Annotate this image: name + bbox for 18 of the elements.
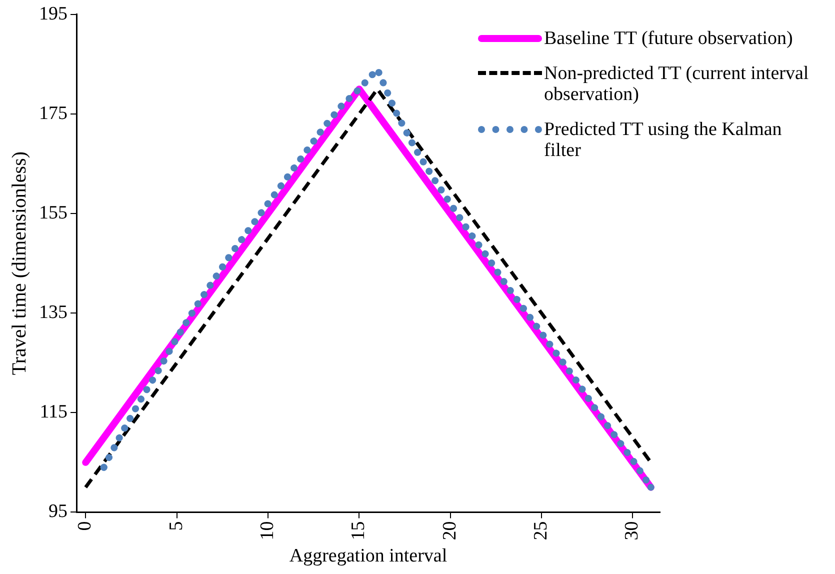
y-tick-label: 195 <box>39 3 68 24</box>
legend-label: Non-predicted TT (current interval observation) <box>544 63 810 105</box>
legend-label: Predicted TT using the Kalman filter <box>544 119 783 161</box>
x-axis-title: Aggregation interval <box>289 546 448 567</box>
y-tick-label: 115 <box>40 402 68 423</box>
legend-label: Baseline TT (future observation) <box>544 28 793 49</box>
x-tick-label: 30 <box>622 521 643 540</box>
y-tick-label: 95 <box>48 501 68 522</box>
y-tick-label: 135 <box>39 302 68 324</box>
x-tick-label: 25 <box>530 521 552 540</box>
x-tick-label: 0 <box>74 521 96 531</box>
x-tick-label: 10 <box>256 521 278 540</box>
y-tick-label: 155 <box>39 202 68 224</box>
x-tick-label: 20 <box>439 521 460 540</box>
x-tick-label: 15 <box>348 521 370 540</box>
y-tick-label: 175 <box>39 102 68 124</box>
x-tick-label: 5 <box>166 521 187 531</box>
y-axis-title: Travel time (dimensionless) <box>8 151 30 376</box>
